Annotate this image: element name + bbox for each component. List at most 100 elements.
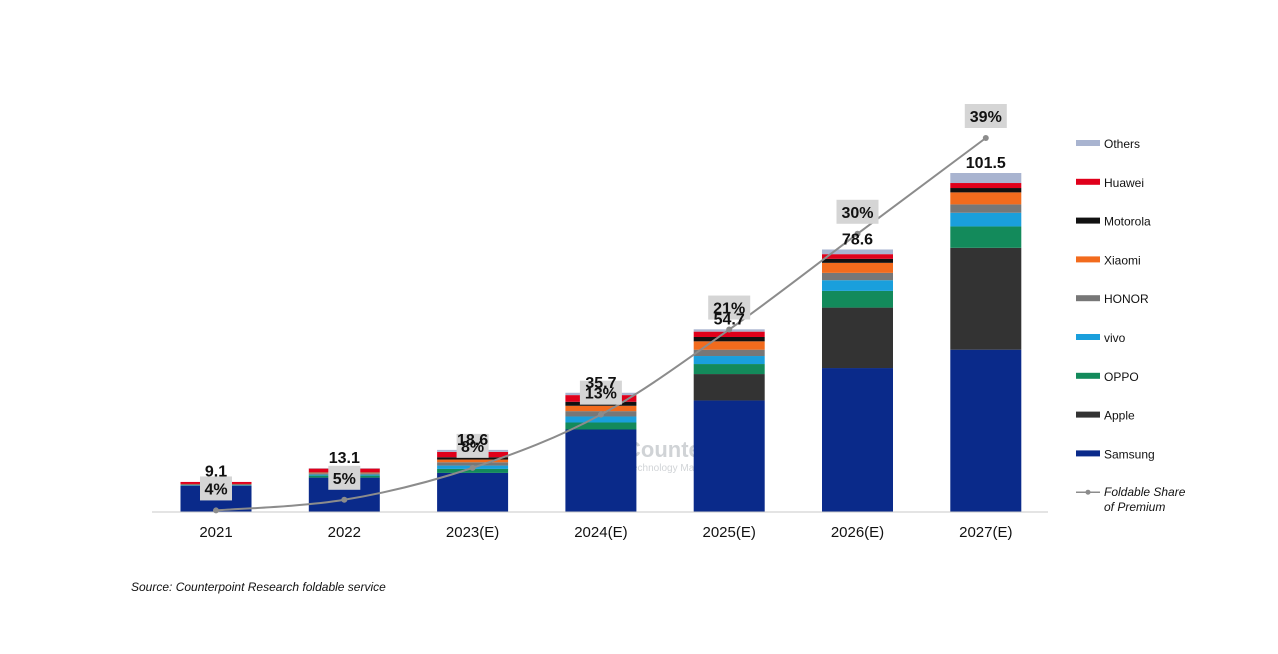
bar-vivo-2024(e): [565, 416, 637, 423]
share-label: 39%: [970, 109, 1002, 126]
share-label: 4%: [204, 481, 227, 498]
legend-label: Motorola: [1104, 215, 1151, 229]
legend-swatch-honor: [1076, 295, 1100, 302]
share-label-box: [708, 295, 751, 320]
x-tick-label: 2027(E): [959, 524, 1012, 541]
watermark-tagline: Technology Market Research: [627, 463, 757, 474]
share-label-box: [579, 380, 622, 405]
legend-label: vivo: [1104, 331, 1126, 345]
bar-xiaomi-2023(e): [437, 459, 509, 463]
total-label: 9.1: [205, 464, 227, 481]
bar-stacks: [180, 173, 1022, 512]
bar-vivo-2027(e): [950, 212, 1022, 227]
bar-xiaomi-2025(e): [693, 341, 765, 350]
legend-swatch-vivo: [1076, 334, 1100, 340]
bar-apple-2026(e): [822, 307, 893, 369]
share-label-box: [456, 433, 489, 458]
share-label-box: [836, 199, 879, 224]
total-label: 18.6: [457, 432, 488, 449]
legend: Others Huawei Motorola Xiaomi HONOR vivo OPPO A…: [1076, 137, 1186, 514]
legend-swatch-apple: [1076, 411, 1100, 418]
legend-swatch-others: [1076, 140, 1100, 146]
legend-swatch-share-point: [1085, 489, 1091, 495]
legend-label: HONOR: [1104, 292, 1149, 306]
bar-honor-2023(e): [437, 462, 509, 466]
bar-oppo-2027(e): [950, 226, 1022, 248]
total-label: 13.1: [329, 450, 360, 467]
x-tick-label: 2021: [199, 524, 232, 541]
bar-motorola-2027(e): [950, 188, 1022, 193]
x-axis-ticks: 2021 2022 2023(E) 2024(E) 2025(E) 2026(E) 2027…: [199, 524, 1012, 541]
bar-motorola-2025(e): [693, 336, 765, 342]
legend-label: Apple: [1104, 409, 1135, 423]
bar-oppo-2023(e): [437, 468, 509, 473]
total-label: 35.7: [585, 375, 616, 392]
legend-swatch-oppo: [1076, 372, 1100, 379]
bar-samsung-2023(e): [437, 472, 509, 512]
bar-huawei-2026(e): [822, 254, 893, 259]
share-point: [726, 326, 733, 333]
bar-xiaomi-2024(e): [565, 405, 637, 412]
share-point: [341, 496, 348, 503]
bar-honor-2025(e): [693, 349, 765, 357]
x-tick-label: 2026(E): [831, 524, 884, 541]
share-label: 8%: [461, 439, 484, 456]
share-label-box: [200, 476, 232, 501]
bar-samsung-2024(e): [565, 429, 637, 512]
bar-honor-2027(e): [950, 204, 1022, 213]
x-tick-label: 2023(E): [446, 524, 499, 541]
share-point: [854, 230, 861, 237]
legend-label: Xiaomi: [1104, 253, 1141, 267]
share-label: 5%: [333, 471, 356, 488]
share-point: [597, 411, 604, 418]
bar-apple-2027(e): [950, 247, 1022, 350]
bar-oppo-2025(e): [693, 364, 765, 375]
share-point: [982, 135, 989, 141]
share-label: 30%: [841, 205, 873, 222]
bar-huawei-2027(e): [950, 183, 1022, 189]
foldable-share-line: 4% 5% 8% 13% 21% 30% 39%: [200, 104, 1007, 514]
bar-samsung-2027(e): [950, 349, 1022, 512]
share-label: 13%: [585, 386, 617, 403]
legend-label-share: Foldable Share: [1104, 485, 1186, 499]
bar-vivo-2026(e): [822, 280, 893, 291]
legend-label: Samsung: [1104, 447, 1155, 461]
legend-swatch-xiaomi: [1076, 256, 1100, 263]
bar-others-2026(e): [822, 249, 893, 255]
total-label: 54.7: [714, 311, 745, 328]
x-tick-label: 2024(E): [574, 524, 627, 541]
legend-swatch-huawei: [1076, 178, 1100, 185]
total-label: 101.5: [966, 155, 1006, 172]
share-label: 21%: [713, 301, 745, 318]
total-label: 78.6: [842, 231, 873, 248]
legend-swatch-motorola: [1076, 217, 1100, 224]
bar-apple-2025(e): [693, 374, 765, 401]
bar-huawei-2025(e): [693, 331, 765, 337]
bar-others-2027(e): [950, 173, 1022, 184]
bar-motorola-2023(e): [437, 457, 509, 460]
bar-xiaomi-2027(e): [950, 192, 1022, 205]
legend-label: OPPO: [1104, 370, 1139, 384]
x-tick-label: 2025(E): [703, 524, 756, 541]
bar-oppo-2024(e): [565, 422, 637, 430]
legend-swatch-samsung: [1076, 450, 1100, 457]
bar-vivo-2025(e): [693, 356, 765, 365]
share-point: [213, 507, 219, 514]
share-label-box: [964, 104, 1007, 128]
bar-xiaomi-2026(e): [822, 262, 893, 273]
bar-motorola-2026(e): [822, 258, 893, 263]
share-point: [469, 464, 476, 471]
legend-label: Others: [1104, 137, 1140, 151]
legend-label-share: of Premium: [1104, 500, 1165, 514]
share-label-box: [328, 465, 361, 490]
bar-oppo-2026(e): [822, 290, 893, 308]
bar-samsung-2026(e): [822, 368, 893, 512]
source-note: Source: Counterpoint Research foldable s…: [131, 580, 386, 594]
legend-label: Huawei: [1104, 176, 1144, 190]
total-labels: 9.1 13.1 18.6 35.7 54.7 78.6 101.5: [205, 155, 1006, 481]
bar-honor-2026(e): [822, 272, 893, 281]
bar-samsung-2025(e): [693, 400, 765, 512]
x-tick-label: 2022: [328, 524, 361, 541]
